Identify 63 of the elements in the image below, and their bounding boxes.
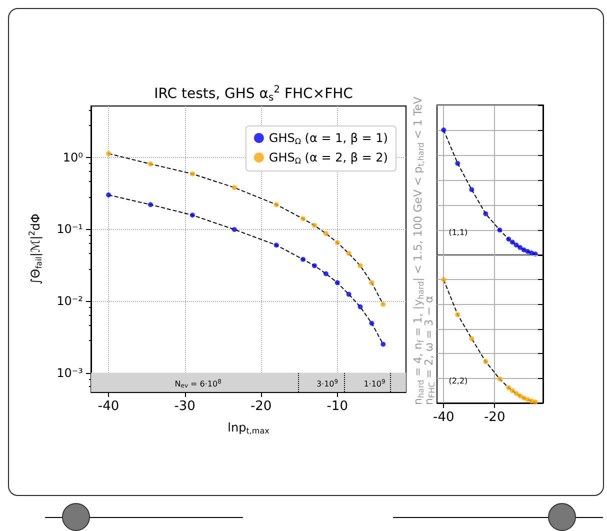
point [483, 359, 488, 364]
point [483, 211, 488, 216]
point [525, 397, 530, 402]
point [455, 160, 460, 166]
x-tick-label: -10 [326, 399, 348, 414]
point [380, 302, 386, 307]
point [497, 376, 502, 382]
point [510, 240, 515, 245]
point [232, 227, 237, 232]
point [521, 395, 526, 400]
point [274, 242, 279, 248]
y-tick-label: 10⁻¹ [56, 222, 84, 236]
point [346, 292, 352, 297]
point [358, 263, 363, 268]
point [469, 187, 474, 192]
point [510, 388, 515, 394]
point [441, 128, 446, 132]
point [514, 391, 519, 396]
point [506, 236, 512, 242]
y-tick-label: 10⁰ [62, 150, 84, 164]
point [190, 171, 195, 176]
point [514, 242, 519, 248]
point [334, 280, 340, 286]
point [106, 192, 112, 198]
point [148, 202, 153, 208]
point [106, 151, 112, 156]
text: nFHC = 2, ω = 3 − α [422, 296, 436, 405]
point [506, 385, 512, 390]
point [190, 212, 195, 218]
point [518, 393, 523, 398]
point [497, 228, 502, 232]
point [300, 256, 306, 262]
x-tick-label: -30 [174, 399, 196, 414]
point [469, 336, 474, 342]
point [232, 185, 237, 190]
point [323, 271, 328, 276]
point [380, 342, 386, 347]
point [532, 400, 538, 405]
point [518, 245, 523, 250]
point [369, 320, 374, 326]
point [358, 304, 363, 310]
point [441, 277, 446, 282]
point [334, 240, 340, 246]
point [312, 263, 317, 268]
annotation: (2,2) [448, 376, 468, 386]
x-tick-label: -40 [98, 399, 120, 414]
point [525, 249, 530, 254]
point [455, 312, 460, 318]
point [274, 202, 279, 208]
annotation: (1,1) [448, 228, 468, 237]
point [148, 161, 153, 166]
text: nhard = 4, nf = 1, |yhard| < 1.5, 100 GeV < pt,hard < 1 TeV [412, 96, 426, 405]
x-tick-label: -20 [250, 399, 272, 414]
y-axis-title: ∫Θfail|ℳ|2dΦ [28, 214, 44, 284]
point [300, 216, 306, 222]
x-tick-label: -20 [484, 410, 506, 425]
y-tick-label: 10⁻² [56, 294, 84, 308]
point [369, 280, 374, 286]
x-tick-label: -40 [433, 410, 454, 425]
point [312, 222, 317, 228]
point [323, 231, 328, 236]
y-tick-label: 10⁻³ [56, 366, 84, 380]
point [346, 250, 352, 256]
